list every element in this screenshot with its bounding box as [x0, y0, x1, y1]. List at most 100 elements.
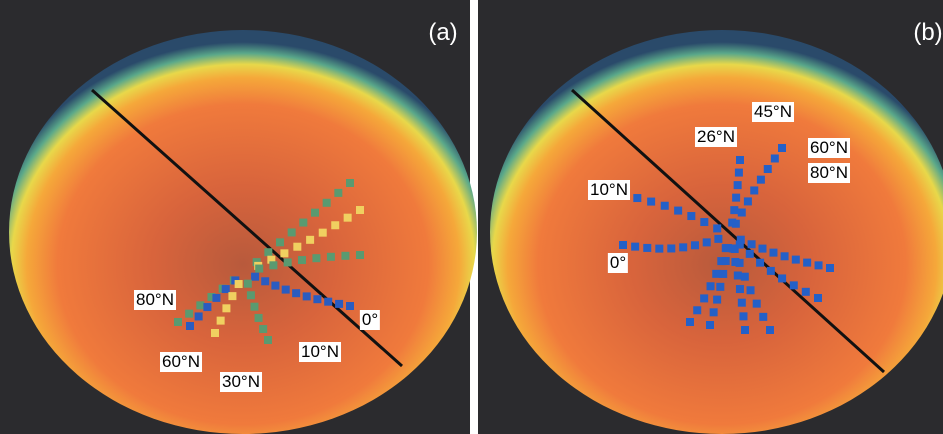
track-marker — [736, 235, 745, 244]
track-marker — [283, 258, 292, 267]
track-marker — [745, 249, 754, 258]
track-marker — [814, 261, 823, 270]
track-marker — [174, 318, 182, 326]
track-marker — [679, 243, 688, 252]
track-marker — [346, 179, 354, 187]
track-marker — [737, 298, 746, 307]
track-marker — [306, 235, 315, 244]
track-marker — [690, 241, 699, 250]
track-marker — [702, 238, 711, 247]
track-marker — [356, 206, 364, 214]
track-marker — [318, 228, 327, 237]
track-marker — [667, 244, 676, 253]
track-marker — [826, 264, 834, 272]
track-marker — [255, 264, 264, 273]
track-marker — [713, 224, 722, 233]
track-marker — [814, 294, 822, 302]
track-marker — [763, 165, 772, 174]
track-marker — [356, 251, 364, 259]
track-marker — [791, 255, 800, 264]
track-marker — [234, 280, 243, 289]
annotation: 45°N — [752, 102, 794, 122]
track-marker — [222, 304, 231, 313]
track-marker — [322, 198, 331, 207]
track-marker — [302, 292, 311, 301]
track-marker — [647, 197, 656, 206]
track-marker — [731, 257, 740, 266]
barrier-a — [91, 88, 403, 368]
track-marker — [801, 287, 810, 296]
track-marker — [212, 293, 221, 302]
annotation: 60°N — [160, 352, 202, 372]
track-marker — [203, 303, 212, 312]
track-marker — [643, 243, 652, 252]
annotation: 80°N — [808, 163, 850, 183]
track-marker — [343, 213, 352, 222]
track-marker — [185, 309, 194, 318]
track-marker — [186, 322, 194, 330]
annotation: 10°N — [299, 342, 341, 362]
track-marker — [778, 144, 786, 152]
annotation: 26°N — [695, 127, 737, 147]
track-marker — [706, 282, 715, 291]
track-marker — [706, 321, 714, 329]
track-marker — [719, 269, 728, 278]
annotation: 0° — [607, 253, 629, 273]
track-marker — [758, 244, 767, 253]
track-marker — [714, 234, 723, 243]
annotation: 60°N — [808, 138, 850, 158]
track-marker — [312, 254, 321, 263]
track-marker — [243, 279, 252, 288]
track-marker — [716, 282, 725, 291]
track-marker — [740, 272, 749, 281]
track-marker — [759, 312, 768, 321]
track-marker — [687, 212, 696, 221]
track-marker — [633, 194, 642, 203]
tracks — [174, 144, 834, 344]
track-marker — [313, 295, 322, 304]
track-marker — [717, 257, 726, 266]
track-marker — [207, 293, 216, 301]
panel-label: (a) — [428, 19, 458, 46]
track-marker — [264, 336, 272, 344]
track-marker — [735, 240, 744, 249]
track-marker — [728, 244, 737, 253]
track-marker — [293, 242, 302, 251]
track-marker — [756, 175, 765, 184]
track-marker — [280, 249, 289, 258]
track-marker — [335, 299, 344, 308]
annotation: 80°N — [134, 290, 176, 310]
track-marker — [735, 258, 744, 267]
track-marker — [655, 244, 664, 253]
track-marker — [251, 272, 260, 281]
track-marker — [246, 291, 255, 300]
track-marker — [741, 326, 749, 334]
track-marker — [732, 193, 741, 202]
track-marker — [693, 306, 702, 315]
track-marker — [739, 312, 748, 321]
track-marker — [261, 277, 270, 286]
track-marker — [778, 274, 787, 283]
track-marker — [311, 208, 319, 217]
track-marker — [769, 248, 778, 257]
track-marker — [334, 188, 343, 197]
track-marker — [216, 316, 225, 325]
track-marker — [674, 206, 683, 215]
track-marker — [287, 228, 296, 237]
track-marker — [269, 261, 278, 270]
annotation: 10°N — [588, 180, 630, 200]
track-marker — [631, 242, 640, 251]
track-marker — [299, 218, 308, 227]
track-marker — [276, 238, 284, 247]
track-marker — [735, 285, 744, 294]
track-marker — [728, 218, 737, 227]
track-marker — [721, 257, 730, 266]
track-marker — [780, 252, 789, 261]
track-marker — [709, 308, 718, 317]
track-marker — [250, 302, 259, 311]
track-marker — [734, 168, 743, 177]
track-marker — [660, 201, 669, 210]
track-marker — [700, 218, 709, 227]
